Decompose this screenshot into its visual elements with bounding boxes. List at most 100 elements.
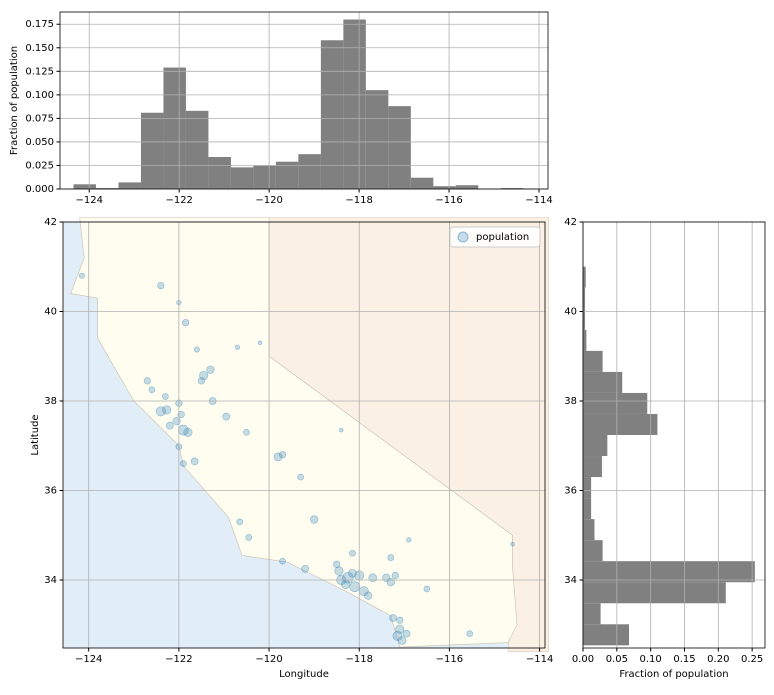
point [395, 624, 405, 634]
x-tick-label: 0.25 [741, 654, 763, 665]
y-tick-label: 38 [564, 396, 577, 407]
point [423, 585, 431, 593]
x-tick-label: −118 [345, 654, 372, 665]
point [396, 616, 404, 624]
y-tick-label: 34 [564, 575, 577, 586]
histogram-bar [275, 161, 299, 189]
x-tick-label: −118 [345, 195, 372, 206]
histogram-bar [583, 329, 587, 351]
point [245, 534, 253, 541]
point [402, 629, 411, 638]
point [397, 636, 407, 645]
histogram-bar [365, 90, 389, 189]
point [183, 427, 193, 437]
y-tick-label: 36 [564, 485, 577, 496]
axes-frame [582, 221, 766, 649]
x-tick-label: −122 [165, 654, 192, 665]
histogram-bar [95, 188, 119, 189]
y-tick-label: 0.050 [25, 137, 54, 148]
histogram-bar [583, 413, 658, 435]
point [166, 421, 174, 430]
point [392, 630, 403, 641]
point [364, 591, 373, 600]
point [342, 572, 354, 584]
y-tick-label: 0.025 [25, 160, 54, 171]
histogram-bar [583, 371, 623, 393]
point [199, 370, 209, 381]
point [162, 393, 169, 400]
california [70, 217, 518, 648]
bars [583, 266, 755, 646]
point [190, 457, 199, 466]
point [234, 344, 241, 350]
x-tick-label: −124 [75, 654, 102, 665]
histogram-bar [583, 561, 755, 583]
point [310, 515, 319, 524]
x-tick-label: −120 [255, 654, 282, 665]
point [348, 568, 357, 578]
histogram-bar [583, 603, 601, 625]
x-tick-label: 0.20 [707, 654, 729, 665]
histogram-bar [230, 167, 254, 189]
histogram-bar [583, 540, 603, 562]
point [182, 319, 190, 327]
x-tick-label: 0.10 [640, 654, 662, 665]
point [349, 549, 356, 557]
x-tick-label: −122 [165, 195, 192, 206]
histogram-bar [583, 392, 648, 414]
histogram-bar [583, 287, 586, 309]
histogram-bar [583, 456, 602, 478]
point [466, 630, 474, 637]
legend-marker [457, 231, 469, 243]
point [301, 564, 309, 573]
y-tick-label: 34 [44, 575, 57, 586]
point [368, 573, 378, 583]
point [78, 272, 85, 279]
point [389, 614, 397, 622]
x-tick-label: −114 [526, 654, 553, 665]
x-tick-label: −116 [436, 654, 463, 665]
y-tick-label: 0.125 [25, 66, 54, 77]
histogram-bar [118, 182, 141, 189]
point [257, 340, 263, 346]
point [278, 451, 287, 459]
point [273, 452, 283, 462]
y-tick-label: 42 [44, 217, 57, 228]
x-tick-label: −114 [525, 195, 552, 206]
point [334, 566, 344, 576]
point [406, 537, 412, 543]
point [193, 346, 200, 353]
histogram-bar [583, 350, 603, 372]
x-axis-label: Fraction of population [619, 669, 728, 680]
histogram-bar [583, 477, 592, 499]
point [339, 427, 344, 433]
y-tick-label: 40 [44, 306, 57, 317]
legend-label: population [476, 232, 529, 243]
y-tick-label: 0.175 [25, 19, 54, 30]
histogram-bar [388, 106, 411, 189]
point [178, 424, 189, 436]
point [155, 406, 166, 417]
histogram-bar [583, 519, 595, 541]
point [162, 405, 172, 415]
point [197, 377, 206, 385]
point [177, 410, 185, 419]
histogram-bar [320, 40, 344, 189]
point [349, 581, 361, 593]
point [387, 554, 395, 561]
point [333, 560, 341, 568]
histogram-bar [583, 582, 726, 604]
y-tick-label: 42 [564, 217, 577, 228]
bars [73, 19, 524, 189]
point [148, 386, 156, 394]
histogram-bar [410, 177, 434, 189]
histogram-bar [583, 624, 630, 646]
point [510, 541, 515, 547]
histogram-bar [583, 308, 586, 330]
histogram-bar [343, 19, 366, 189]
point [222, 412, 231, 421]
point [391, 571, 399, 580]
histogram-bar [433, 186, 456, 189]
y-tick-label: 36 [44, 485, 57, 496]
